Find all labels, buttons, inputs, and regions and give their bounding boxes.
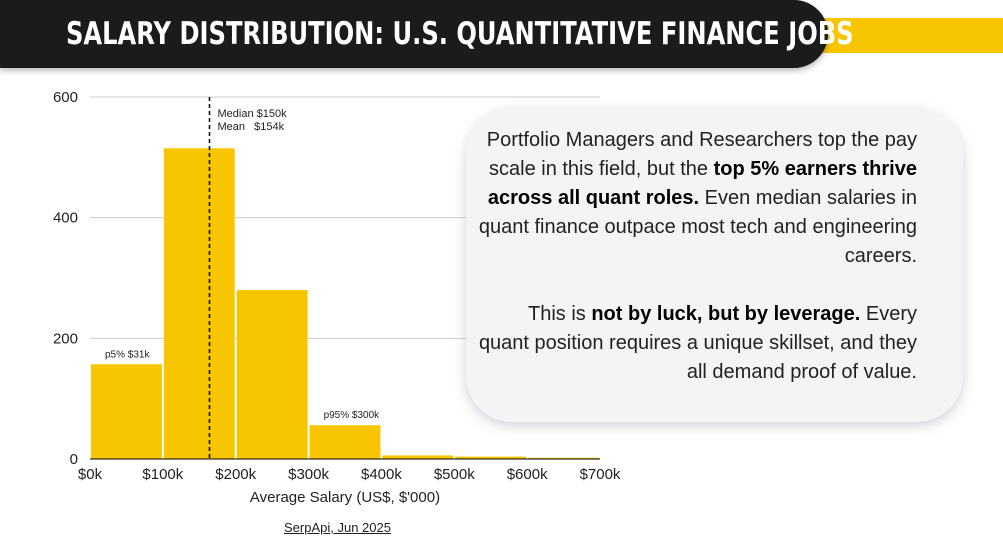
histogram-bar xyxy=(163,148,235,459)
info-p2-text: This is xyxy=(528,303,592,325)
info-p2-text-end: Every quant position requires a unique s… xyxy=(478,303,917,383)
info-p1-text: Portfolio Managers and Researchers top t… xyxy=(486,129,917,180)
histogram-bar xyxy=(236,290,308,459)
info-p2-highlight: not by luck, but by leverage. xyxy=(591,303,861,325)
x-tick-label: $700k xyxy=(580,466,621,483)
percentile-annotation: p95% $300k xyxy=(324,410,381,421)
x-tick-label: $300k xyxy=(288,466,329,483)
source-link[interactable]: SerpApi, Jun 2025 xyxy=(284,520,391,535)
x-axis-label: Average Salary (US$, $'000) xyxy=(250,489,440,506)
x-tick-label: $200k xyxy=(215,466,256,483)
header-banner: SALARY DISTRIBUTION: U.S. QUANTITATIVE F… xyxy=(0,0,854,68)
y-tick-label: 0 xyxy=(70,451,78,468)
info-paragraph-2: This is not by luck, but by leverage. Ev… xyxy=(477,300,917,387)
info-text: Portfolio Managers and Researchers top t… xyxy=(477,126,917,387)
x-tick-label: $0k xyxy=(78,466,103,483)
y-tick-label: 600 xyxy=(53,89,78,106)
histogram-bar xyxy=(528,457,599,459)
histogram-bar xyxy=(91,364,162,459)
histogram-bar xyxy=(382,455,454,459)
info-p1-highlight: top 5% earners thrive across all quant r… xyxy=(487,158,917,209)
x-tick-label: $500k xyxy=(434,466,475,483)
salary-histogram: 0 200 400 600 $0k $100k $200k $300k $400k $500k $6… xyxy=(53,89,621,506)
x-tick-label: $400k xyxy=(361,466,402,483)
histogram-bar xyxy=(455,456,527,459)
info-card: Portfolio Managers and Researchers top t… xyxy=(466,108,963,422)
x-tick-label: $100k xyxy=(142,466,183,483)
y-tick-label: 400 xyxy=(53,210,78,227)
x-tick-label: $600k xyxy=(507,466,548,483)
mean-label: Mean $154k xyxy=(217,121,284,133)
page-title: SALARY DISTRIBUTION: U.S. QUANTITATIVE F… xyxy=(66,16,854,52)
info-paragraph-1: Portfolio Managers and Researchers top t… xyxy=(477,126,917,271)
percentile-annotation: p5% $31k xyxy=(105,349,150,360)
info-p1-text-end: Even median salaries in quant finance ou… xyxy=(478,187,917,267)
histogram-bar xyxy=(309,425,381,459)
median-label: Median $150k xyxy=(217,108,287,120)
y-tick-label: 200 xyxy=(53,330,78,347)
